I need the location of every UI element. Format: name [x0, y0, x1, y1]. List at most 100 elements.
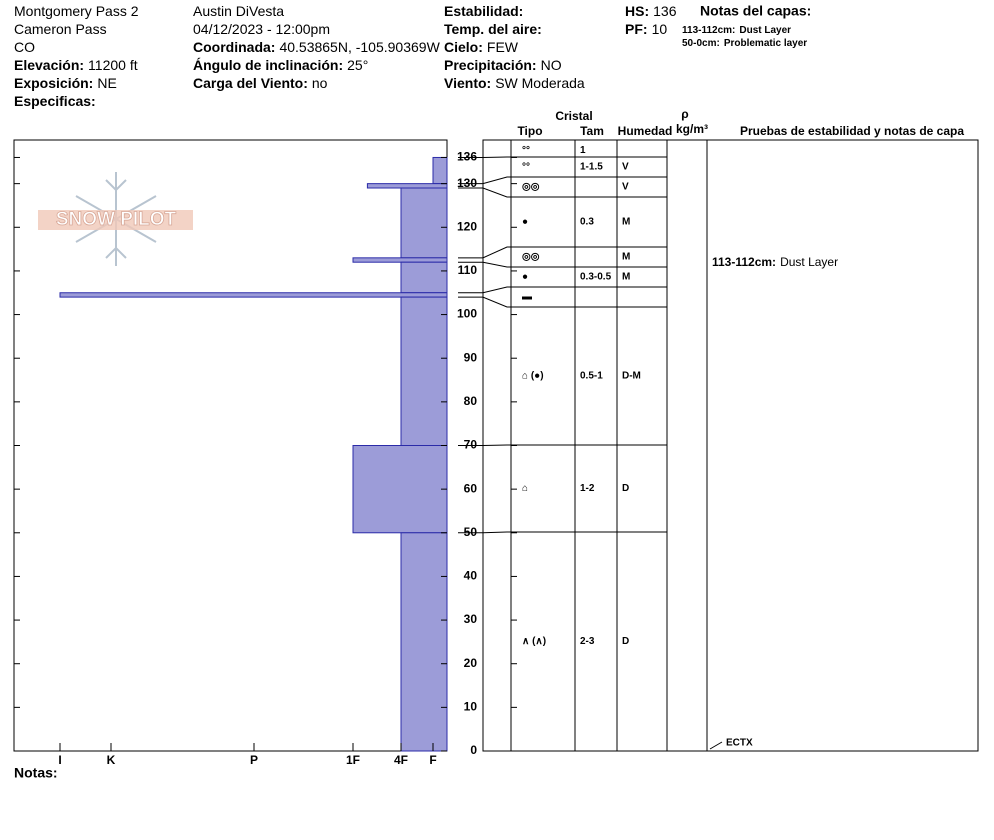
- crystal-size: 1-1.5: [580, 162, 603, 173]
- header-field: HS: 136: [625, 3, 677, 19]
- density-unit: kg/m³: [676, 122, 708, 136]
- y-tick-label: 0: [470, 743, 477, 757]
- header-field: Cameron Pass: [14, 21, 107, 37]
- moisture: M: [622, 272, 630, 283]
- layer-note: 113-112cm: Dust Layer: [682, 25, 791, 36]
- moisture: D: [622, 483, 629, 494]
- table-frame: [482, 139, 979, 752]
- x-tick-label: 1F: [346, 753, 360, 767]
- hardness-bar: [352, 445, 448, 534]
- crystal-type: ⌂ (●): [522, 371, 544, 382]
- hardness-bar: [400, 261, 448, 294]
- crystal-size: 0.3: [580, 217, 594, 228]
- field-label: PF:: [625, 21, 648, 37]
- field-label: Elevación:: [14, 57, 84, 73]
- y-tick-label: 40: [464, 569, 478, 583]
- y-tick-label: 20: [464, 656, 478, 670]
- test-label: ECTX: [726, 738, 753, 749]
- field-value: 04/12/2023 - 12:00pm: [193, 21, 330, 37]
- hardness-bar: [400, 187, 448, 259]
- field-label: Coordinada:: [193, 39, 275, 55]
- field-value: NO: [541, 57, 562, 73]
- field-label: Especificas:: [14, 93, 96, 109]
- crystal-type: ◎◎: [522, 252, 540, 263]
- field-value: no: [312, 75, 328, 91]
- layer-connector: [458, 296, 667, 308]
- field-value: 11200 ft: [88, 57, 138, 73]
- layer-notes-title: Notas del capas:: [700, 3, 811, 19]
- layer-connector: [458, 286, 667, 294]
- field-label: Temp. del aire:: [444, 21, 542, 37]
- header-field: 04/12/2023 - 12:00pm: [193, 21, 330, 37]
- crystal-type: ●: [522, 272, 528, 283]
- layer-note: 50-0cm: Problematic layer: [682, 38, 807, 49]
- field-label: Carga del Viento:: [193, 75, 308, 91]
- col-header: Tipo: [517, 124, 542, 138]
- field-value: 40.53865N, -105.90369W: [279, 39, 440, 55]
- header-field: Viento: SW Moderada: [444, 75, 585, 91]
- moisture: M: [622, 252, 630, 263]
- field-value: 10: [652, 21, 668, 37]
- y-tick-label: 60: [464, 481, 478, 495]
- header-field: Austin DiVesta: [193, 3, 284, 19]
- header-field: Especificas:: [14, 93, 96, 109]
- header-field: Ángulo de inclinación: 25°: [193, 57, 368, 73]
- density-symbol: ρ: [681, 107, 688, 121]
- test-arrow: [709, 741, 723, 750]
- y-tick-label: 136: [457, 150, 477, 164]
- field-label: Precipitación:: [444, 57, 537, 73]
- header-field: Montgomery Pass 2: [14, 3, 139, 19]
- field-value: Austin DiVesta: [193, 3, 284, 19]
- moisture: D-M: [622, 371, 641, 382]
- y-tick-label: 120: [457, 219, 477, 233]
- x-tick-label: 4F: [394, 753, 408, 767]
- layer-connector: [458, 261, 667, 268]
- crystal-size: 1-2: [580, 483, 595, 494]
- hardness-bar: [400, 296, 448, 446]
- y-tick-label: 70: [464, 438, 478, 452]
- y-tick-label: 110: [458, 263, 478, 277]
- layer-test-note: 113-112cm: Dust Layer: [712, 255, 838, 269]
- field-label: Viento:: [444, 75, 491, 91]
- crystal-size: 0.5-1: [580, 371, 603, 382]
- group-header: Cristal: [555, 109, 592, 123]
- crystal-type: ∧ (∧): [522, 636, 546, 647]
- header-field: Temp. del aire:: [444, 21, 542, 37]
- hardness-bar: [400, 532, 448, 752]
- crystal-type: ▬: [522, 292, 532, 303]
- field-label: Estabilidad:: [444, 3, 523, 19]
- notes-header: Pruebas de estabilidad y notas de capa: [740, 124, 964, 138]
- field-value: FEW: [487, 39, 519, 55]
- notes-label: Notas:: [14, 765, 58, 781]
- logo-band: [38, 210, 193, 230]
- field-value: Cameron Pass: [14, 21, 107, 37]
- field-value: Dust Layer: [739, 25, 791, 36]
- field-label: 50-0cm:: [682, 38, 720, 49]
- header-field: CO: [14, 39, 35, 55]
- layer-connector: [458, 444, 667, 446]
- crystal-type: °°: [522, 145, 530, 156]
- field-value: Montgomery Pass 2: [14, 3, 139, 19]
- hardness-bar: [59, 292, 448, 298]
- moisture: D: [622, 636, 629, 647]
- x-tick-label: F: [429, 753, 436, 767]
- field-label: 113-112cm:: [712, 255, 776, 269]
- field-value: NE: [97, 75, 116, 91]
- field-value: 25°: [347, 57, 368, 73]
- moisture: M: [622, 217, 630, 228]
- field-label: Cielo:: [444, 39, 483, 55]
- layer-connector: [458, 531, 667, 534]
- header-field: Exposición: NE: [14, 75, 117, 91]
- crystal-type: ●: [522, 217, 528, 228]
- header-field: Estabilidad:: [444, 3, 523, 19]
- header-field: Elevación: 11200 ft: [14, 57, 138, 73]
- crystal-type: ◎◎: [522, 182, 540, 193]
- moisture: V: [622, 162, 629, 173]
- col-header: Humedad: [618, 124, 673, 138]
- x-tick-label: I: [58, 753, 61, 767]
- y-tick-label: 130: [457, 176, 477, 190]
- crystal-size: 0.3-0.5: [580, 272, 612, 283]
- y-tick-label: 90: [464, 350, 478, 364]
